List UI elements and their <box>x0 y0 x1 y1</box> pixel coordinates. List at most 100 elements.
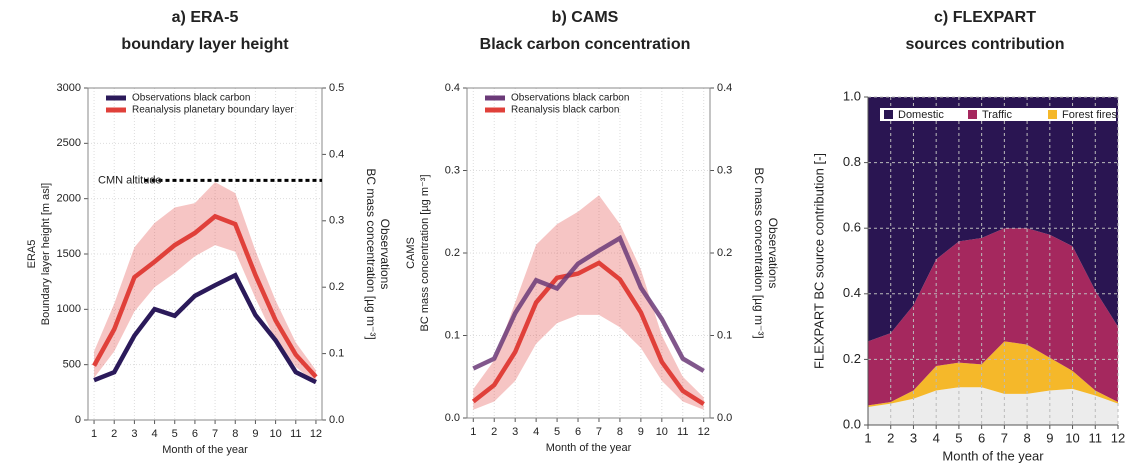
legend-label: Observations black carbon <box>132 93 250 104</box>
x-tick-label: 8 <box>1023 430 1030 445</box>
y-tick-label: 2500 <box>57 137 81 149</box>
x-tick-label: 7 <box>212 428 218 440</box>
x-tick-label: 4 <box>152 428 158 440</box>
x-tick-label: 11 <box>677 426 688 438</box>
y-tick-label: 0.2 <box>445 247 460 259</box>
y2-tick-label: 0.0 <box>329 414 344 426</box>
y-tick-label: 0 <box>75 414 81 426</box>
x-tick-label: 6 <box>978 430 985 445</box>
y-tick-label: 500 <box>63 359 81 371</box>
y2-axis-label: Observations <box>378 219 392 290</box>
uncertainty-band <box>94 182 316 384</box>
y-axis-label: BC mass concentration [µg m⁻³] <box>419 174 431 331</box>
x-tick-label: 3 <box>910 430 917 445</box>
x-tick-label: 9 <box>252 428 258 440</box>
y-tick-label: 0.3 <box>445 164 460 176</box>
y-tick-label: 0.4 <box>445 82 460 94</box>
y-tick-label: 1.0 <box>843 88 861 103</box>
series-line <box>93 272 317 385</box>
stacked-area <box>868 228 1118 406</box>
x-tick-label: 1 <box>91 428 97 440</box>
y-axis-label: Boundary layer height [m asl] <box>40 183 52 325</box>
x-tick-label: 7 <box>596 426 602 438</box>
y-tick-label: 0.6 <box>843 220 861 235</box>
x-tick-label: 9 <box>1046 430 1053 445</box>
x-tick-label: 3 <box>131 428 137 440</box>
chart-title: c) FLEXPART <box>934 9 1036 26</box>
y-tick-label: 0.0 <box>843 416 861 431</box>
x-tick-label: 12 <box>698 426 710 438</box>
y2-tick-label: 0.5 <box>329 82 344 94</box>
x-tick-label: 11 <box>1089 430 1103 445</box>
y-axis-label: CAMS <box>405 237 417 269</box>
x-tick-label: 7 <box>1001 430 1008 445</box>
y-tick-label: 3000 <box>57 82 81 94</box>
x-tick-label: 6 <box>575 426 581 438</box>
y2-tick-label: 0.3 <box>717 164 732 176</box>
x-tick-label: 8 <box>232 428 238 440</box>
x-tick-label: 3 <box>512 426 518 438</box>
x-tick-label: 5 <box>172 428 178 440</box>
legend-swatch <box>968 110 977 119</box>
legend-label: Forest fires <box>1062 109 1118 121</box>
y-tick-label: 0.8 <box>843 154 861 169</box>
legend-swatch <box>1048 110 1057 119</box>
legend-swatch <box>884 110 893 119</box>
y-tick-label: 1000 <box>57 303 81 315</box>
legend-label: Reanalysis planetary boundary layer <box>132 105 294 116</box>
x-tick-label: 12 <box>1111 430 1125 445</box>
plot-frame <box>466 87 711 419</box>
legend-label: Domestic <box>898 109 944 121</box>
y2-axis-label: BC mass concentration [µg m⁻³] <box>752 167 766 338</box>
series-line <box>92 213 318 379</box>
x-tick-label: 4 <box>933 430 940 445</box>
stacked-area <box>868 387 1118 425</box>
x-tick-label: 1 <box>864 430 871 445</box>
x-tick-label: 11 <box>290 428 301 440</box>
x-axis-label: Month of the year <box>162 444 248 456</box>
uncertainty-band <box>473 195 704 410</box>
x-tick-label: 10 <box>656 426 668 438</box>
x-tick-label: 12 <box>310 428 322 440</box>
y-tick-label: 0.4 <box>843 285 861 300</box>
y2-tick-label: 0.2 <box>717 247 732 259</box>
y-tick-label: 1500 <box>57 248 81 260</box>
y2-tick-label: 0.1 <box>329 348 344 360</box>
x-axis-label: Month of the year <box>942 448 1044 463</box>
legend-label: Observations black carbon <box>511 93 629 104</box>
series-line <box>471 260 705 406</box>
y2-tick-label: 0.4 <box>329 148 344 160</box>
stacked-area <box>868 97 1118 342</box>
chart-subtitle: sources contribution <box>905 36 1064 53</box>
x-tick-label: 6 <box>192 428 198 440</box>
chart-title: b) CAMS <box>552 9 619 26</box>
reference-label: CMN altitude <box>98 174 162 186</box>
y-axis-label: FLEXPART BC source contribution [-] <box>811 153 826 369</box>
stacked-area <box>868 341 1118 407</box>
y2-axis-label: BC mass concentration [µg m⁻³] <box>364 168 378 339</box>
y2-tick-label: 0.3 <box>329 215 344 227</box>
y-tick-label: 0.2 <box>843 351 861 366</box>
x-tick-label: 2 <box>887 430 894 445</box>
x-tick-label: 9 <box>638 426 644 438</box>
y-tick-label: 0.0 <box>445 412 460 424</box>
x-tick-label: 5 <box>955 430 962 445</box>
y-tick-label: 2000 <box>57 193 81 205</box>
chart-title: a) ERA-5 <box>172 9 239 26</box>
x-tick-label: 2 <box>491 426 497 438</box>
x-tick-label: 1 <box>470 426 476 438</box>
legend-label: Traffic <box>982 109 1012 121</box>
y-tick-label: 0.1 <box>445 329 460 341</box>
x-tick-label: 4 <box>533 426 539 438</box>
y2-tick-label: 0.4 <box>717 82 732 94</box>
legend-label: Reanalysis black carbon <box>511 105 619 116</box>
x-tick-label: 5 <box>554 426 560 438</box>
y2-axis-label: Observations <box>766 218 780 289</box>
x-tick-label: 2 <box>111 428 117 440</box>
series-line <box>472 234 705 373</box>
chart-subtitle: boundary layer height <box>121 36 289 53</box>
x-tick-label: 10 <box>269 428 281 440</box>
y2-tick-label: 0.0 <box>717 412 732 424</box>
